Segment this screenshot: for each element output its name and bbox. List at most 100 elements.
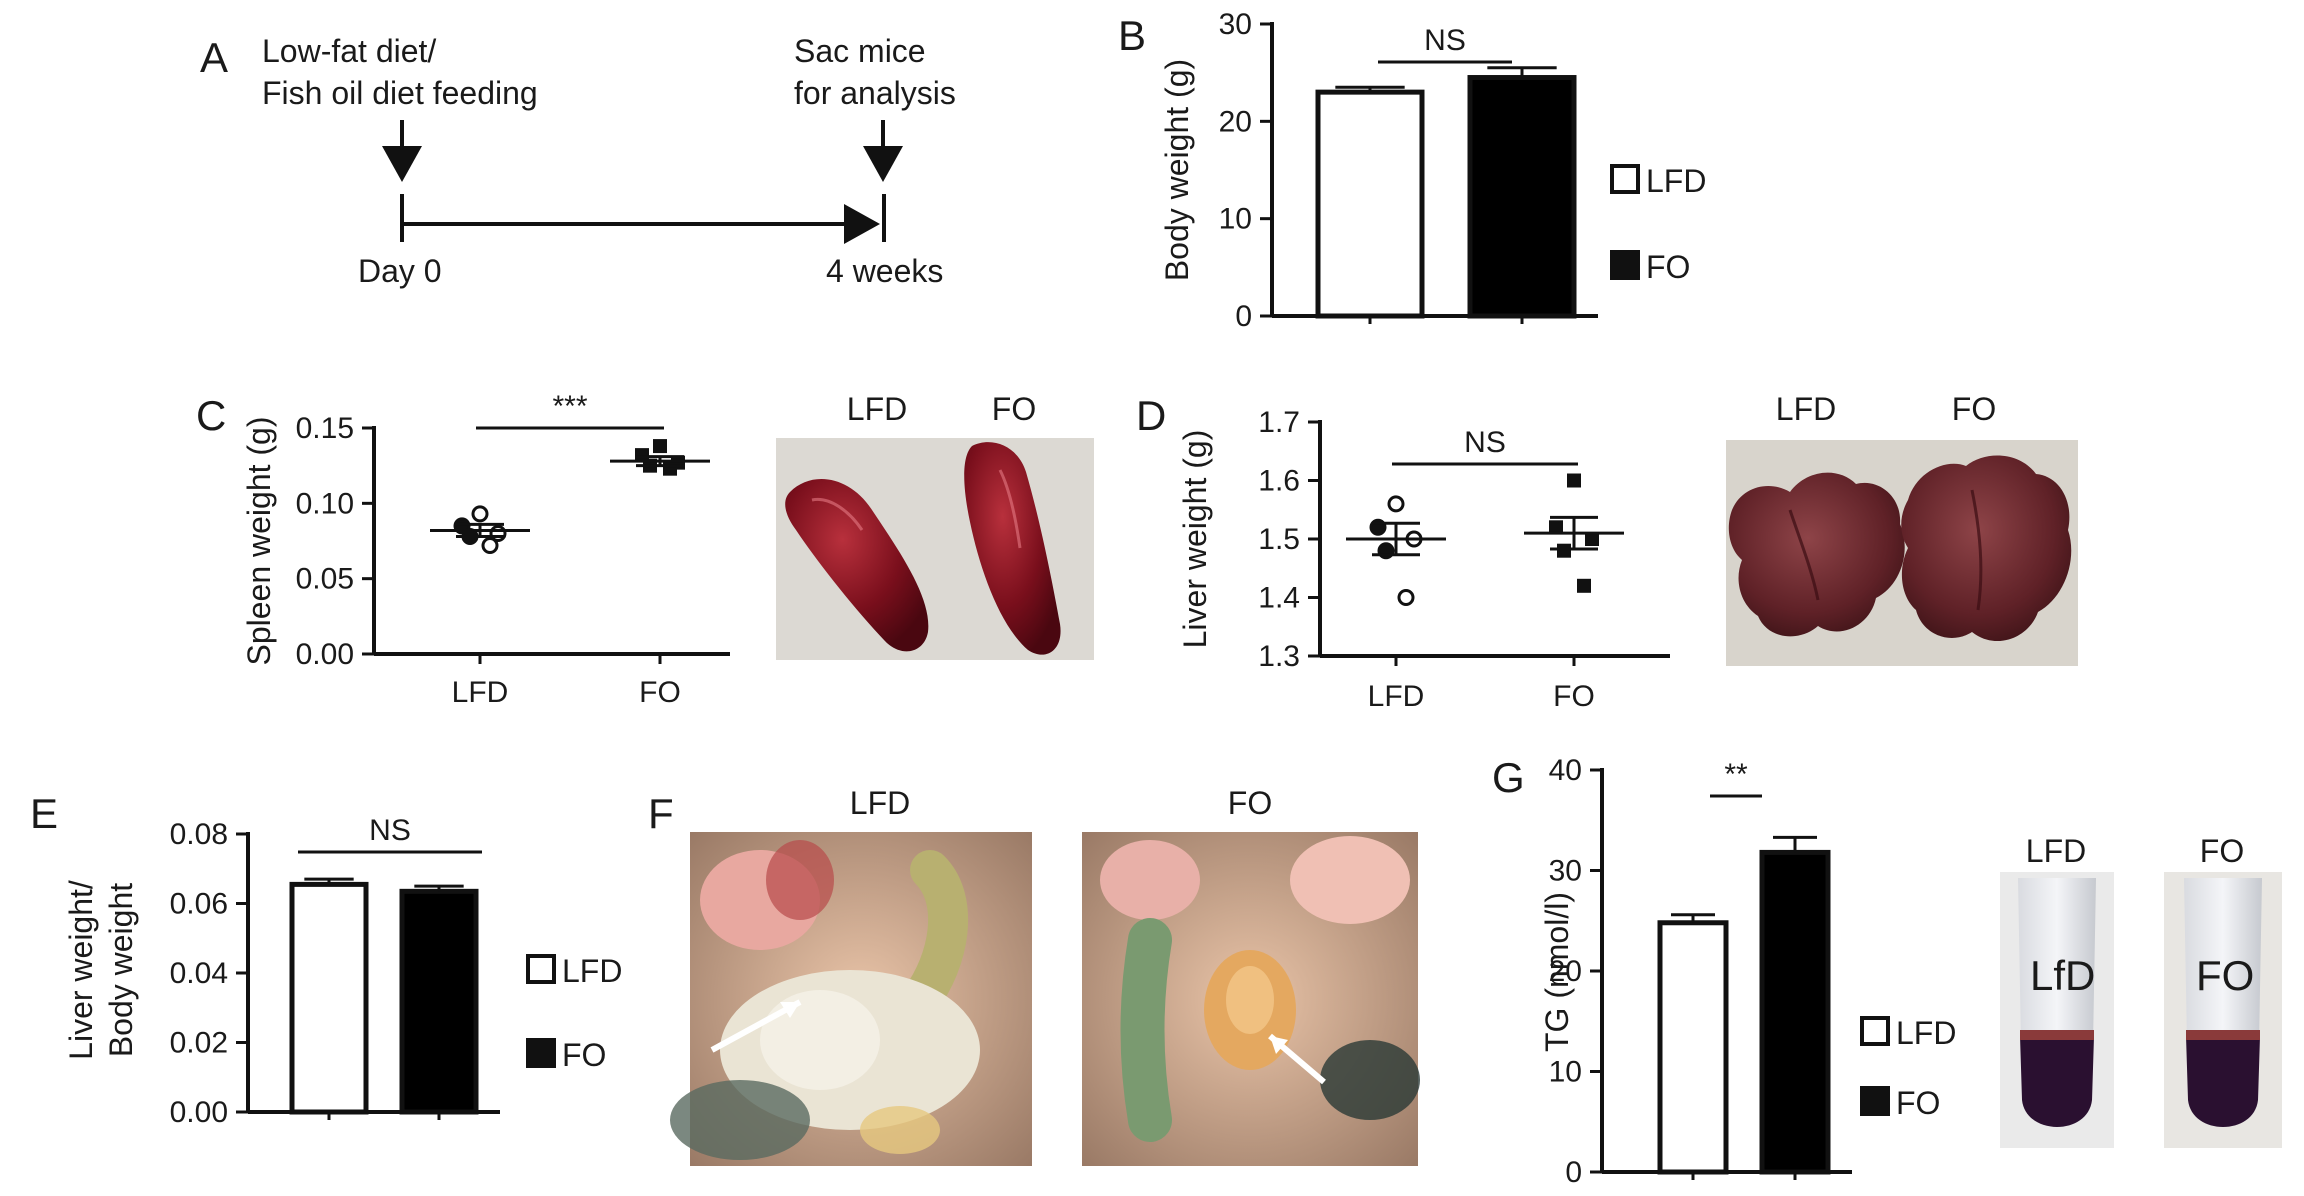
legend-label-fo: FO: [1896, 1085, 1940, 1121]
panel-label-g: G: [1492, 754, 1525, 801]
data-point-lfd: [1387, 495, 1405, 513]
y-tick-label: 1.5: [1258, 523, 1300, 556]
liver-photo: [1726, 440, 2078, 666]
y-tick-label: 0.00: [296, 638, 354, 671]
tube-photo-lfd: LfD: [2000, 872, 2114, 1148]
data-point-fo: [663, 461, 677, 476]
legend-swatch-lfd: [1860, 1016, 1890, 1046]
data-point-fo: [1557, 543, 1571, 558]
legend-swatch-lfd: [1610, 164, 1640, 194]
y-tick-label: 20: [1219, 105, 1252, 138]
bar-fo: [1467, 75, 1577, 319]
y-tick-label: 20: [1549, 955, 1582, 988]
liver-weight-chart: 1.3 1.4 1.5 1.6 1.7 LFD FO NS Liver weight (g): [1177, 406, 1670, 713]
y-axis-title: Spleen weight (g): [241, 416, 277, 665]
y-tick-label: 1.3: [1258, 640, 1300, 673]
x-tick-label: LFD: [1368, 680, 1425, 713]
dissection-label-fo: FO: [1228, 785, 1272, 821]
data-point-lfd: [1397, 589, 1415, 606]
y-tick-label: 0.08: [170, 818, 228, 851]
legend-label-lfd: LFD: [1646, 163, 1706, 199]
legend-swatch-fo: [1860, 1086, 1890, 1116]
significance-label: NS: [369, 814, 411, 847]
panel-label-f: F: [648, 790, 674, 837]
y-tick-label: 0.04: [170, 957, 228, 990]
legend-swatch-lfd: [526, 954, 556, 984]
y-tick-label: 1.4: [1258, 582, 1300, 615]
y-tick-label: 0: [1235, 300, 1252, 333]
tube-label-fo: FO: [2200, 833, 2244, 869]
x-tick-label: FO: [639, 676, 681, 709]
y-tick-label: 1.6: [1258, 465, 1300, 498]
liver-body-ratio-chart: 0.00 0.02 0.04 0.06 0.08 NS LFD FO Liver weight/…: [63, 814, 622, 1129]
data-point-fo: [1567, 473, 1581, 488]
bar-fo: [1759, 849, 1831, 1175]
data-point-lfd: [471, 505, 489, 523]
tube-writing-lfd: LfD: [2030, 952, 2095, 999]
y-tick-label: 0: [1565, 1156, 1582, 1189]
legend-label-lfd: LFD: [562, 953, 622, 989]
y-tick-label: 30: [1219, 8, 1252, 41]
bar-fo: [399, 888, 479, 1115]
timeline-start-label: Day 0: [358, 253, 442, 289]
timeline-start-caption-1: Low-fat diet/: [262, 33, 436, 69]
panel-label-c: C: [196, 392, 226, 439]
tg-chart: 0 10 20 30 40 ** LFD FO TG (nmol/l): [1539, 754, 1956, 1189]
timeline-end-caption-2: for analysis: [794, 75, 956, 111]
bar-lfd: [289, 881, 369, 1115]
legend-label-lfd: LFD: [1896, 1015, 1956, 1051]
y-tick-label: 0.15: [296, 412, 354, 445]
spleen-fo: [964, 442, 1061, 655]
bar-lfd: [1315, 89, 1425, 319]
y-tick-label: 0.10: [296, 487, 354, 520]
liver-photo-label-lfd: LFD: [1776, 391, 1836, 427]
y-axis-title-line2: Body weight: [103, 883, 139, 1057]
bar-lfd: [1657, 920, 1729, 1175]
y-tick-label: 0.05: [296, 563, 354, 596]
spleen-photo-label-fo: FO: [992, 391, 1036, 427]
significance-label: NS: [1464, 426, 1506, 459]
liver-photo-label-fo: FO: [1952, 391, 1996, 427]
tube-writing-fo: FO: [2196, 952, 2254, 999]
timeline-end-label: 4 weeks: [826, 253, 943, 289]
tube-label-lfd: LFD: [2026, 833, 2086, 869]
data-point-fo: [653, 439, 667, 454]
panel-label-b: B: [1118, 12, 1146, 59]
y-axis-title: TG (nmol/l): [1539, 892, 1575, 1052]
y-tick-label: 10: [1549, 1056, 1582, 1089]
y-tick-label: 10: [1219, 203, 1252, 236]
y-tick-label: 0.06: [170, 888, 228, 921]
panel-label-a: A: [200, 34, 228, 81]
data-point-lfd: [481, 537, 499, 555]
significance-label: **: [1724, 758, 1748, 791]
significance-label: ***: [552, 390, 587, 423]
spleen-weight-chart: 0.00 0.05 0.10 0.15 LFD FO *** Spleen weight (g…: [241, 390, 730, 709]
panel-label-e: E: [30, 790, 58, 837]
dissection-photo-fo: [1082, 832, 1420, 1166]
y-axis-title-line1: Liver weight/: [63, 880, 99, 1060]
y-tick-label: 30: [1549, 855, 1582, 888]
timeline-end-caption-1: Sac mice: [794, 33, 926, 69]
body-weight-chart: 0 10 20 30 NS LFD FO Body weight (g): [1159, 8, 1706, 333]
data-point-fo: [1549, 520, 1563, 535]
x-tick-label: FO: [1553, 680, 1595, 713]
dissection-label-lfd: LFD: [850, 785, 910, 821]
panel-label-d: D: [1136, 392, 1166, 439]
dissection-photo-lfd: [670, 832, 1032, 1166]
legend-swatch-fo: [526, 1038, 556, 1068]
y-axis-title: Liver weight (g): [1177, 430, 1213, 649]
tube-photo-fo: FO: [2164, 872, 2282, 1148]
x-tick-label: LFD: [452, 676, 509, 709]
liver-fo: [1901, 455, 2072, 642]
significance-label: NS: [1424, 24, 1466, 57]
legend-label-fo: FO: [1646, 249, 1690, 285]
data-point-fo: [635, 448, 649, 463]
y-tick-label: 40: [1549, 754, 1582, 787]
y-axis-title: Body weight (g): [1159, 59, 1195, 281]
data-point-fo: [1577, 578, 1591, 593]
y-tick-label: 0.00: [170, 1096, 228, 1129]
liver-lfd: [1728, 472, 1905, 637]
legend-swatch-fo: [1610, 250, 1640, 280]
spleen-photo: [776, 438, 1094, 660]
